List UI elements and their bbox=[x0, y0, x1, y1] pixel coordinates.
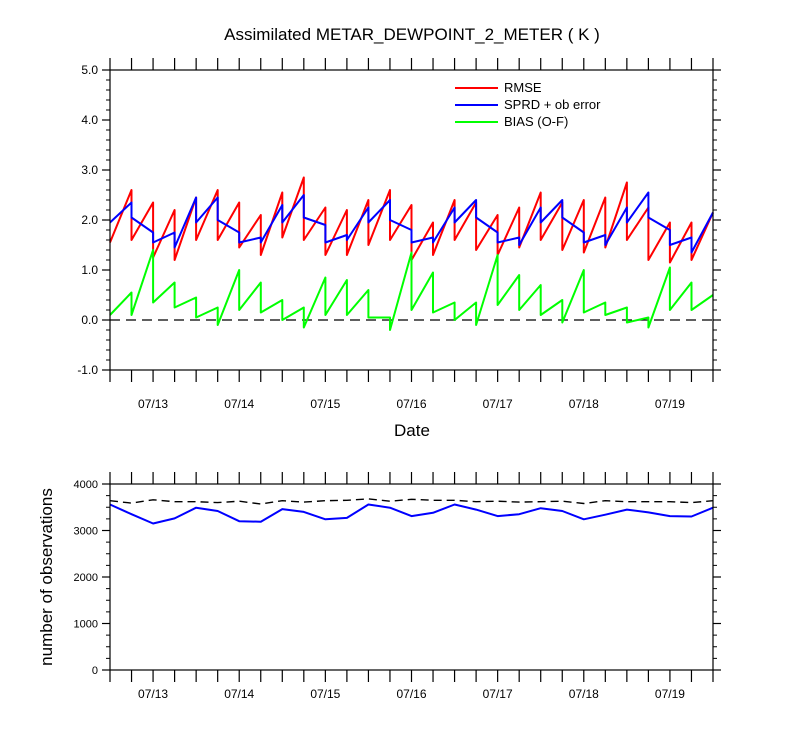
y-tick-label: 0.0 bbox=[81, 313, 98, 327]
bottom-chart-frame bbox=[109, 483, 714, 671]
series-line-3 bbox=[109, 249, 714, 331]
y-tick-label: 4000 bbox=[74, 479, 98, 491]
series-line-2 bbox=[109, 191, 714, 254]
x-tick-label: 07/15 bbox=[310, 687, 340, 701]
legend-label-1: RMSE bbox=[504, 80, 542, 95]
top-chart-x-tick-labels: 07/13 07/14 07/15 07/16 07/17 07/18 07/19 bbox=[138, 397, 685, 411]
x-tick-label: 07/13 bbox=[138, 397, 168, 411]
x-tick-label: 07/13 bbox=[138, 687, 168, 701]
y-tick-label: 2.0 bbox=[81, 213, 98, 227]
bottom-chart-ticks bbox=[102, 472, 721, 682]
bottom-chart-series bbox=[109, 498, 714, 525]
legend-label-2: SPRD + ob error bbox=[504, 97, 601, 112]
x-tick-label: 07/16 bbox=[396, 397, 426, 411]
top-chart-legend: RMSE SPRD + ob error BIAS (O-F) bbox=[455, 80, 601, 129]
x-tick-label: 07/19 bbox=[655, 687, 685, 701]
y-tick-label: 1000 bbox=[74, 619, 98, 631]
x-tick-label: 07/17 bbox=[483, 397, 513, 411]
top-chart-series bbox=[109, 176, 714, 331]
y-tick-label: -1.0 bbox=[77, 363, 98, 377]
series-line-1 bbox=[109, 176, 714, 264]
x-tick-label: 07/14 bbox=[224, 397, 254, 411]
top-chart-ticks bbox=[102, 58, 721, 382]
top-chart: Assimilated METAR_DEWPOINT_2_METER ( K )… bbox=[77, 25, 721, 440]
x-tick-label: 07/19 bbox=[655, 397, 685, 411]
x-tick-label: 07/18 bbox=[569, 687, 599, 701]
top-chart-frame bbox=[109, 69, 714, 371]
legend-label-3: BIAS (O-F) bbox=[504, 114, 568, 129]
x-tick-label: 07/18 bbox=[569, 397, 599, 411]
series-line-2 bbox=[109, 498, 714, 505]
top-chart-y-tick-labels: -1.0 0.0 1.0 2.0 3.0 4.0 5.0 bbox=[77, 63, 98, 377]
y-tick-label: 3.0 bbox=[81, 163, 98, 177]
x-tick-label: 07/14 bbox=[224, 687, 254, 701]
y-tick-label: 1.0 bbox=[81, 263, 98, 277]
y-tick-label: 5.0 bbox=[81, 63, 98, 77]
x-tick-label: 07/17 bbox=[483, 687, 513, 701]
x-tick-label: 07/15 bbox=[310, 397, 340, 411]
x-tick-label: 07/16 bbox=[396, 687, 426, 701]
y-tick-label: 2000 bbox=[74, 572, 98, 584]
bottom-chart-x-tick-labels: 07/13 07/14 07/15 07/16 07/17 07/18 07/19 bbox=[138, 687, 685, 701]
bottom-chart-y-axis-label: number of observations bbox=[37, 488, 56, 666]
y-tick-label: 0 bbox=[92, 665, 98, 677]
y-tick-label: 3000 bbox=[74, 526, 98, 538]
top-chart-x-axis-label: Date bbox=[394, 421, 430, 440]
bottom-chart-y-tick-labels: 0 1000 2000 3000 4000 bbox=[74, 479, 98, 677]
top-chart-title: Assimilated METAR_DEWPOINT_2_METER ( K ) bbox=[224, 25, 600, 44]
y-tick-label: 4.0 bbox=[81, 113, 98, 127]
series-line-1 bbox=[109, 503, 714, 525]
